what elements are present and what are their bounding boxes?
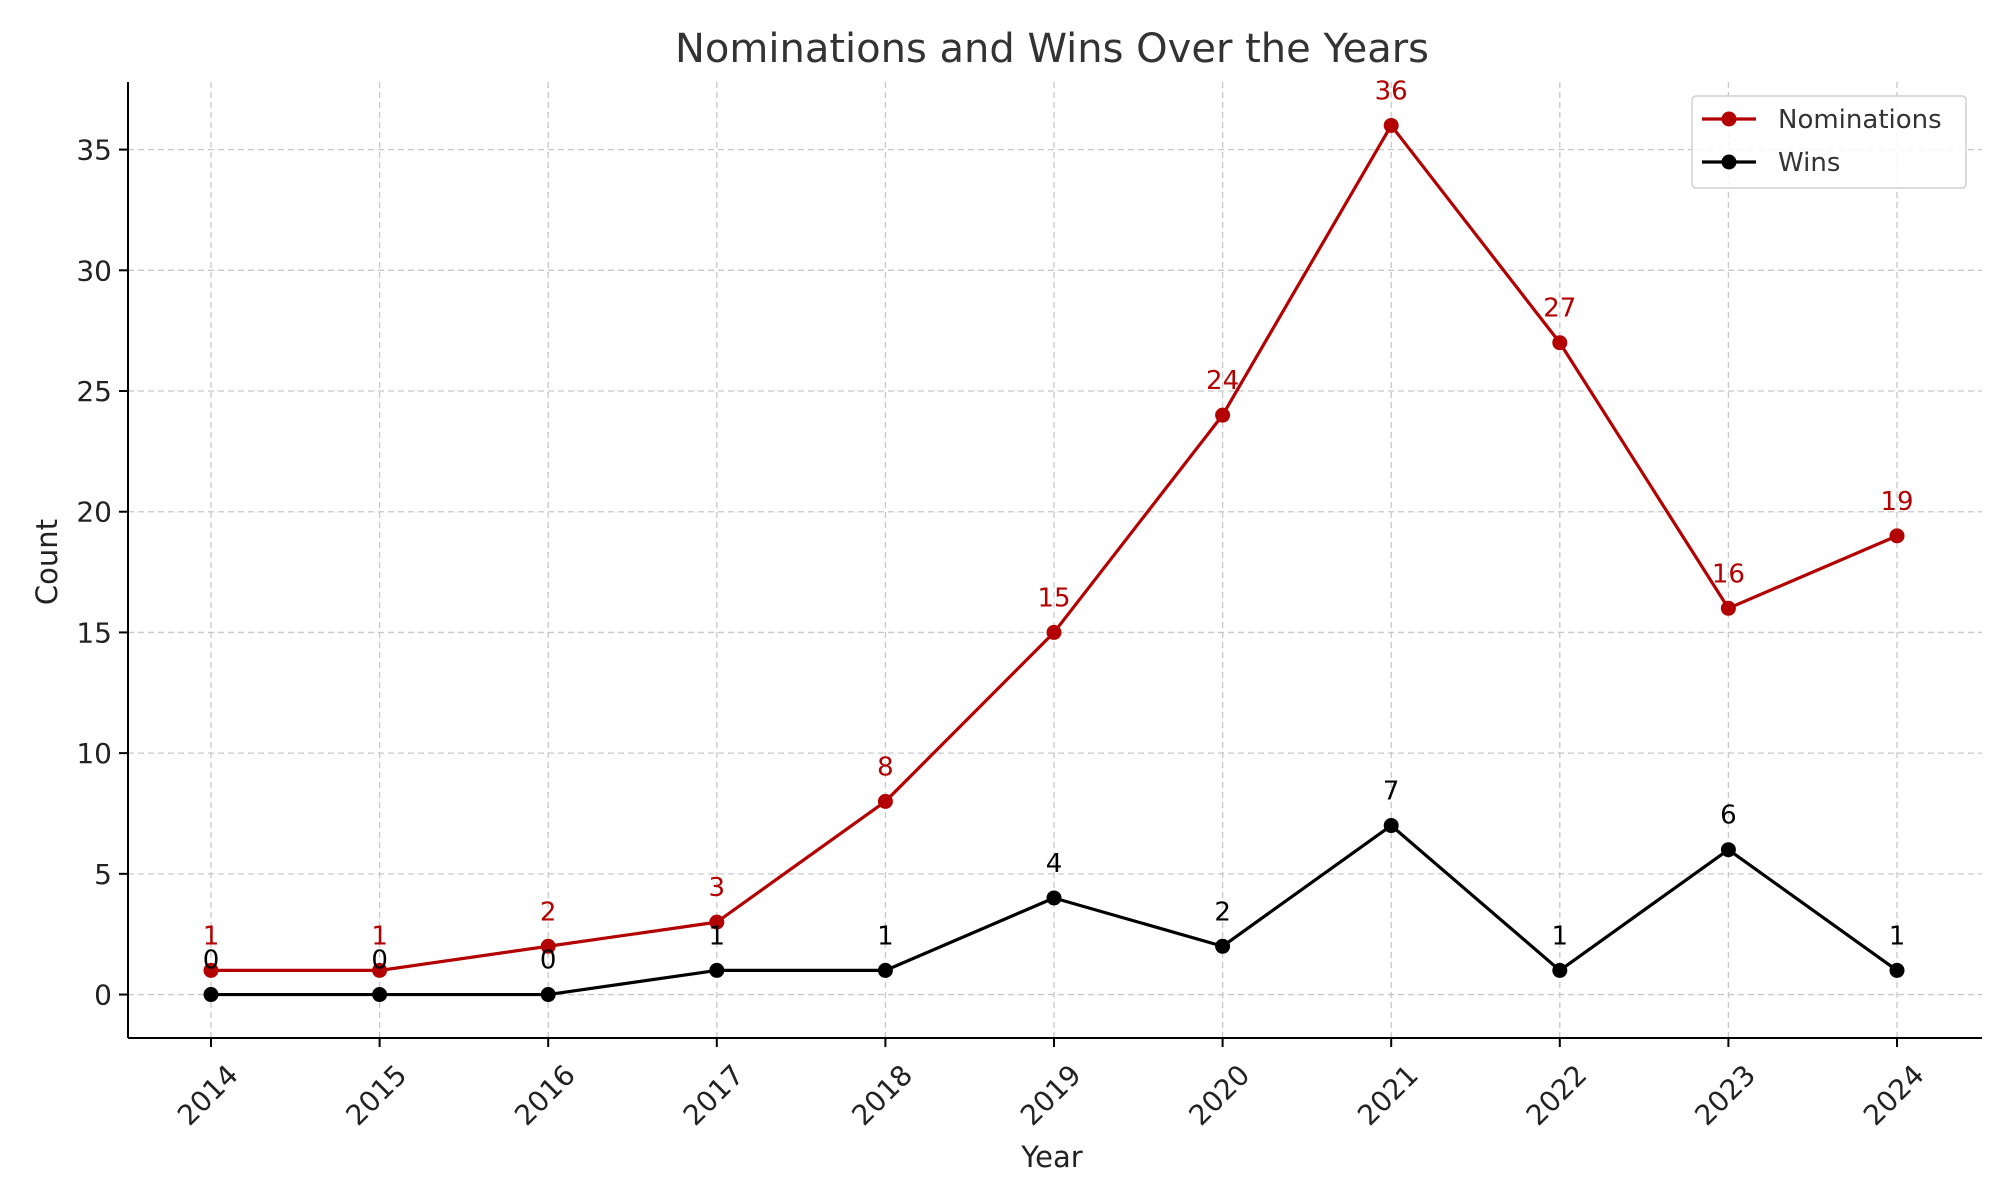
wins-data-label: 1	[709, 921, 726, 951]
chart-title: Nominations and Wins Over the Years	[675, 26, 1429, 72]
wins-point	[1046, 890, 1062, 906]
nominations-point	[709, 914, 725, 930]
x-tick-label: 2022	[1520, 1058, 1594, 1132]
wins-point	[1720, 842, 1736, 858]
x-tick-label: 2016	[508, 1058, 582, 1132]
y-tick-label: 0	[94, 979, 112, 1012]
wins-data-label: 7	[1383, 777, 1400, 807]
nominations-data-label: 3	[709, 873, 726, 903]
x-tick-label: 2015	[340, 1058, 414, 1132]
wins-point	[1383, 818, 1399, 834]
legend: Nominations Wins	[1691, 95, 1967, 189]
nominations-point	[1046, 624, 1062, 640]
nominations-data-label: 36	[1375, 76, 1408, 106]
wins-data-label: 6	[1720, 801, 1737, 831]
wins-data-label: 1	[1552, 921, 1569, 951]
nominations-point	[372, 962, 388, 978]
wins-point	[1215, 938, 1231, 954]
y-tick-label: 30	[76, 254, 112, 287]
nominations-data-label: 19	[1880, 487, 1913, 517]
legend-box	[1691, 95, 1967, 189]
wins-data-label: 0	[540, 946, 557, 976]
y-tick-label: 10	[76, 737, 112, 770]
y-tick-label: 20	[76, 496, 112, 529]
x-tick-label: 2014	[171, 1058, 245, 1132]
nominations-point	[877, 793, 893, 809]
wins-point	[372, 987, 388, 1003]
series	[203, 117, 1905, 1003]
x-axis-label: Year	[1020, 1140, 1082, 1174]
y-axis-label: Count	[30, 519, 64, 605]
y-tick-label: 15	[76, 616, 112, 649]
wins-point	[203, 987, 219, 1003]
nominations-data-label: 16	[1712, 559, 1745, 589]
x-tick-label: 2019	[1014, 1058, 1088, 1132]
nominations-data-label: 2	[540, 897, 557, 927]
nominations-point	[1552, 335, 1568, 351]
wins-point	[1889, 962, 1905, 978]
nominations-point	[540, 938, 556, 954]
x-tick-label: 2020	[1183, 1058, 1257, 1132]
x-tick-label: 2018	[845, 1058, 919, 1132]
nominations-point	[1720, 600, 1736, 616]
nominations-legend-label: Nominations	[1778, 105, 1942, 135]
nominations-point	[1889, 528, 1905, 544]
y-tick-label: 35	[76, 134, 112, 167]
nominations-data-label: 24	[1206, 366, 1239, 396]
nominations-data-label: 8	[877, 752, 894, 782]
nominations-data-label: 1	[371, 921, 388, 951]
x-tick-label: 2021	[1351, 1058, 1425, 1132]
x-tick-label: 2017	[677, 1058, 751, 1132]
wins-data-label: 2	[1214, 897, 1231, 927]
nominations-data-label: 1	[203, 921, 220, 951]
y-tick-label: 25	[76, 375, 112, 408]
nominations-point	[1215, 407, 1231, 423]
grid-lines	[128, 82, 1982, 1038]
nominations-legend-marker	[1721, 111, 1737, 127]
y-tick-label: 5	[94, 858, 112, 891]
x-tick-label: 2023	[1688, 1058, 1762, 1132]
nominations-data-label: 15	[1037, 583, 1070, 613]
wins-data-label: 0	[371, 946, 388, 976]
wins-data-label: 1	[1889, 921, 1906, 951]
wins-data-label: 0	[203, 946, 220, 976]
wins-legend-label: Wins	[1778, 148, 1840, 178]
nominations-point	[1383, 117, 1399, 133]
wins-data-label: 1	[877, 921, 894, 951]
nominations-data-label: 27	[1543, 294, 1576, 324]
wins-legend-marker	[1721, 154, 1737, 170]
x-tick-label: 2024	[1857, 1058, 1931, 1132]
wins-point	[1552, 962, 1568, 978]
wins-point	[540, 987, 556, 1003]
wins-point	[877, 962, 893, 978]
nominations-point	[203, 962, 219, 978]
wins-data-label: 4	[1046, 849, 1063, 879]
wins-point	[709, 962, 725, 978]
